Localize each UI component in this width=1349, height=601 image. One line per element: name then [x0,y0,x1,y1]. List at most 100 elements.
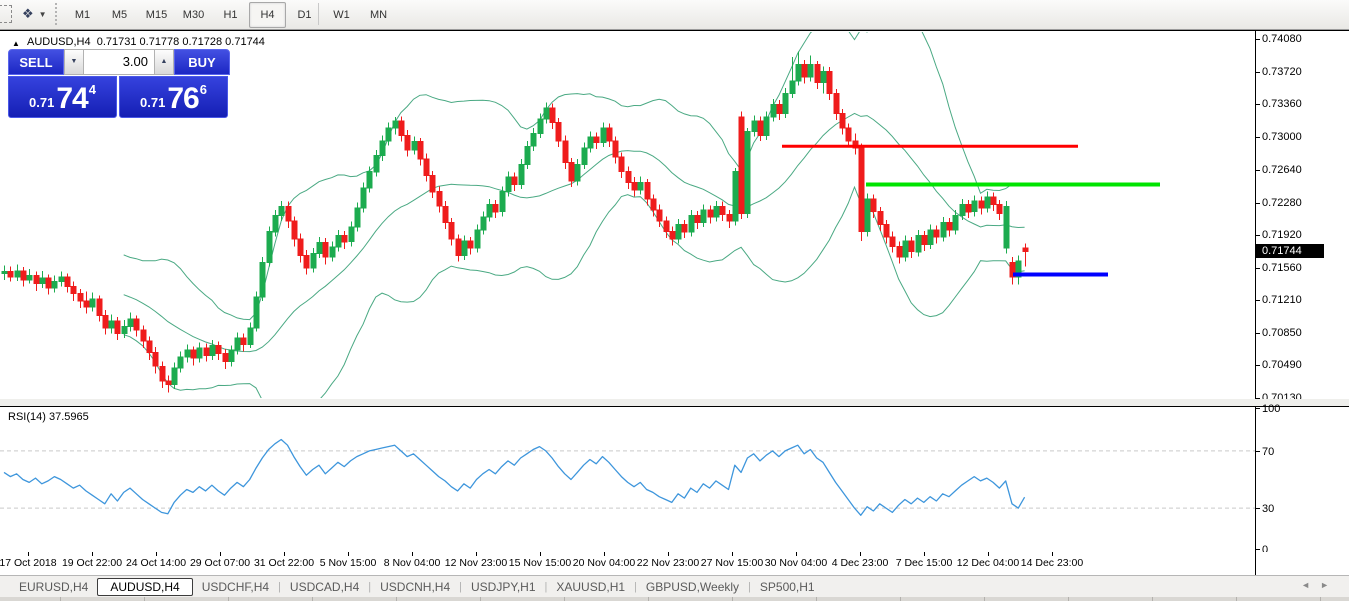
candle-body [593,136,600,144]
chart-tab-usdjpy[interactable]: USDJPY,H1 [471,579,536,594]
candle-body [133,318,140,331]
candle-body [581,147,588,165]
candle-body [20,270,27,281]
candle-body [562,140,569,164]
volume-increase-button[interactable]: ▲ [154,49,174,75]
buy-price-panel[interactable]: 0.71 76 6 [119,76,228,118]
buy-price-pipette: 6 [199,82,207,97]
tab-scroll-arrows[interactable]: ◄► [1301,580,1339,590]
candle-body [631,182,638,191]
rsi-indicator-label: RSI(14) 37.5965 [8,411,89,423]
time-axis-label: 22 Nov 23:00 [636,557,700,569]
timeframe-button-w1[interactable]: W1 [333,9,350,21]
axis-divider [1255,31,1256,399]
bottom-strip-notch [1068,597,1069,601]
chart-tab-usdcad[interactable]: USDCAD,H4 [289,579,360,594]
chart-tab-sp500[interactable]: SP500,H1 [759,579,815,594]
volume-decrease-button[interactable]: ▼ [64,49,84,75]
rsi-line [3,438,1026,516]
candle-body [801,64,808,78]
rsi-axis-tick [1255,549,1260,550]
price-axis-label: 0.71920 [1262,229,1302,242]
rsi-chart[interactable] [0,408,1256,552]
candle-body [549,107,556,124]
tab-separator: | [748,580,751,593]
sell-price-panel[interactable]: 0.71 74 4 [8,76,117,118]
candle-body [26,274,33,281]
bottom-strip-notch [1152,597,1153,601]
chart-title: AUDUSD,H4 0.71731 0.71778 0.71728 0.7174… [27,36,265,48]
tile-windows-icon[interactable]: ❖ ▼ [22,5,47,23]
buy-price-pips: 76 [167,82,199,115]
timeframe-button-mn[interactable]: MN [369,9,388,21]
candles-layer [1,51,1029,393]
candle-body [222,353,229,363]
candle-body [978,200,985,209]
time-axis-tick [1052,552,1053,556]
timeframe-button-h1[interactable]: H1 [223,9,238,21]
candlestick-chart[interactable] [0,32,1256,398]
chart-tab-usdcnh[interactable]: USDCNH,H4 [380,579,451,594]
chart-tab-gbpusd[interactable]: GBPUSD,Weekly [645,579,740,594]
bottom-strip-notch [1320,597,1321,601]
price-chart-panel[interactable]: ▲ AUDUSD,H4 0.71731 0.71778 0.71728 0.71… [0,30,1349,404]
candle-body [669,231,676,240]
rsi-axis-label: 30 [1262,503,1275,516]
candle-body [442,205,449,224]
buy-button[interactable]: BUY [174,49,230,75]
volume-input[interactable]: 3.00 [84,49,154,75]
rsi-axis-label: 0 [1262,544,1269,556]
tab-prev-icon[interactable]: ◄ [1301,580,1321,590]
candle-body [889,236,896,247]
tab-next-icon[interactable]: ► [1320,580,1339,590]
rsi-indicator-panel[interactable]: RSI(14) 37.5965 100 70 30 0 [0,403,1349,556]
rsi-axis-label: 70 [1262,445,1275,458]
candle-body [310,253,317,269]
bottom-strip-notch [144,597,145,601]
candle-body [247,327,254,346]
candle-body [96,298,103,316]
candle-body [952,214,959,231]
timeframe-button-h4[interactable]: H4 [249,2,286,28]
rsi-axis-label: 100 [1262,403,1281,415]
candle-body [751,120,758,133]
timeframe-button-d1[interactable]: D1 [297,9,312,21]
candle-body [474,229,481,249]
time-axis-tick [28,552,29,556]
candle-body [744,131,751,214]
chart-tab-eurusd[interactable]: EURUSD,H4 [19,579,89,594]
rsi-axis-tick [1255,408,1260,409]
toolbar-grip[interactable] [55,3,57,25]
timeframe-button-m5[interactable]: M5 [111,9,128,21]
candle-body [335,234,342,248]
sell-button[interactable]: SELL [8,49,64,75]
time-axis-tick [796,552,797,556]
chart-tab-audusd[interactable]: AUDUSD,H4 [97,577,193,596]
rsi-axis-tick [1255,508,1260,510]
time-axis-tick [348,552,349,556]
candle-body [877,211,884,225]
chevron-down-icon[interactable]: ▼ [38,9,47,19]
timeframe-button-m30[interactable]: M30 [182,9,205,21]
timeframe-button-m15[interactable]: M15 [145,9,168,21]
price-axis-tick [1255,71,1260,73]
candle-body [681,224,688,233]
candle-body [177,356,184,369]
candle-body [971,200,978,213]
timeframe-button-m1[interactable]: M1 [74,9,91,21]
candle-body [411,141,418,151]
candle-body [285,205,292,222]
candle-body [45,277,52,289]
candle-body [870,198,877,213]
candle-body [820,71,827,84]
clipped-toolbar-icon[interactable] [0,5,12,23]
candle-body [329,246,336,258]
chart-tab-usdchf[interactable]: USDCHF,H4 [201,579,270,594]
time-axis-label: 27 Nov 15:00 [700,557,764,569]
candle-body [505,176,512,193]
candle-body [902,240,909,258]
chart-tab-xauusd[interactable]: XAUUSD,H1 [556,579,626,594]
price-axis-tick [1255,398,1260,400]
time-axis-label: 15 Nov 15:00 [508,557,572,569]
time-axis-tick [668,552,669,556]
